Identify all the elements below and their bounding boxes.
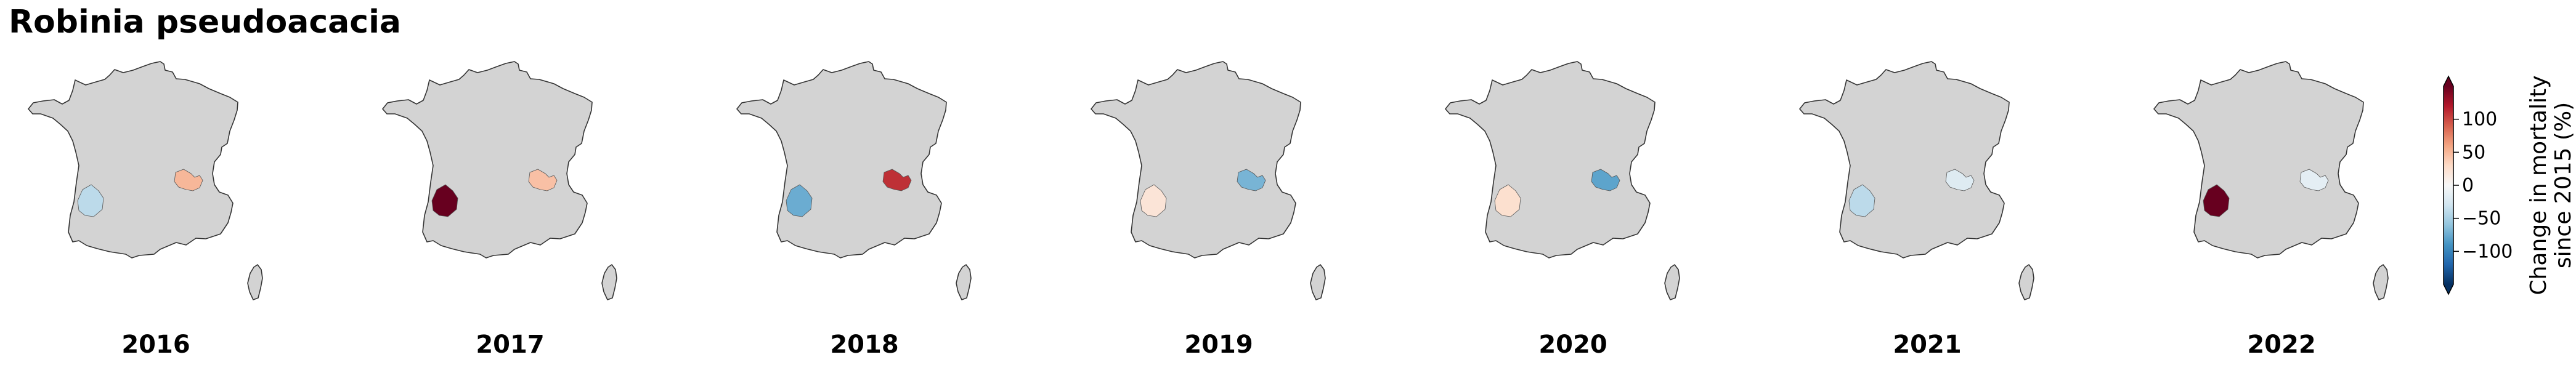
map-panel-2020 [1445,61,1680,300]
colorbar-frame [2443,75,2454,295]
corsica-outline [2018,264,2034,300]
region-east-2018 [882,169,912,191]
colorbar-label-line: Change in mortality [2526,75,2551,295]
colorbar: 100 50 0 −50 −100 Change in mortalitysince 20… [2443,75,2576,295]
france-outline [1799,61,2010,259]
colorbar-label-line: since 2015 (%) [2551,102,2576,268]
colorbar-extend-bottom [2444,284,2453,294]
year-label-2022: 2022 [2247,331,2315,359]
corsica-outline [956,264,972,300]
colorbar-bar [2444,86,2453,284]
region-southwest-2016 [77,184,104,217]
year-label-2016: 2016 [121,331,190,359]
year-label-2021: 2021 [1893,331,1961,359]
region-southwest-2017 [431,184,458,217]
year-label-2018: 2018 [830,331,898,359]
region-southwest-2022 [2203,184,2230,217]
colorbar-extend-top [2444,76,2453,86]
year-label-2020: 2020 [1538,331,1607,359]
map-panel-2019 [1091,61,1326,300]
corsica-outline [1310,264,1326,300]
region-southwest-2020 [1494,184,1521,217]
region-east-2019 [1237,169,1266,191]
france-outline [1091,61,1301,259]
colorbar-tick-label: 50 [2462,142,2485,163]
year-label-2017: 2017 [476,331,544,359]
colorbar-tick-label: 100 [2462,109,2497,130]
map-panel-2017 [382,61,617,300]
colorbar-label: Change in mortalitysince 2015 (%) [2526,75,2576,295]
france-outline [2153,61,2364,259]
region-east-2017 [528,169,558,191]
region-southwest-2019 [1140,184,1167,217]
corsica-outline [601,264,617,300]
region-southwest-2018 [786,184,813,217]
region-east-2020 [1591,169,1620,191]
france-outline [382,61,593,259]
region-east-2021 [1945,169,1975,191]
region-southwest-2021 [1848,184,1875,217]
corsica-outline [1664,264,1680,300]
france-outline [1445,61,1656,259]
map-panel-2018 [736,61,972,300]
page-title: Robinia pseudoacacia [9,4,401,41]
corsica-outline [247,264,263,300]
france-outline [28,61,238,259]
map-panel-2021 [1799,61,2034,300]
map-panel-2016 [28,61,263,300]
region-east-2016 [174,169,203,191]
map-panel-2022 [2153,61,2389,300]
france-outline [736,61,947,259]
region-east-2022 [2299,169,2329,191]
colorbar-tick-label: 0 [2462,175,2474,196]
colorbar-tick-label: −100 [2462,241,2513,262]
map-panels: 2016 2017 2018 2019 2020 2021 2022 [28,61,2389,359]
corsica-outline [2373,264,2389,300]
colorbar-tick-label: −50 [2462,208,2501,230]
year-label-2019: 2019 [1184,331,1253,359]
